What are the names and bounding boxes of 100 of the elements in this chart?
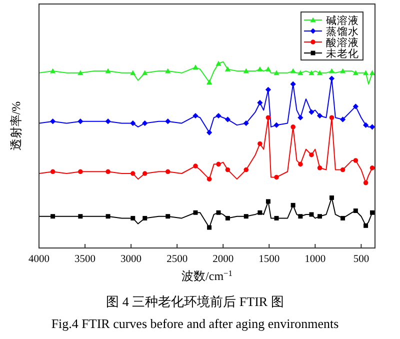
x-tick-label: 4000 xyxy=(28,254,50,265)
point xyxy=(298,114,304,120)
point xyxy=(78,214,83,219)
point xyxy=(340,216,346,220)
point xyxy=(353,158,358,163)
point xyxy=(130,70,136,76)
caption: 图 4 三种老化环境前后 FTIR 图 xyxy=(106,294,284,309)
point xyxy=(216,60,222,66)
point xyxy=(105,118,111,124)
point xyxy=(290,68,296,74)
point xyxy=(329,115,334,120)
point xyxy=(257,100,263,106)
point xyxy=(78,70,84,76)
x-axis-title: 波数/cm$^{−1}$ xyxy=(182,268,232,283)
point xyxy=(193,164,198,168)
point xyxy=(298,214,303,219)
point xyxy=(192,112,198,119)
point xyxy=(340,167,346,172)
point xyxy=(106,214,110,219)
point xyxy=(298,70,304,76)
point xyxy=(258,141,262,146)
point xyxy=(290,202,296,208)
point xyxy=(290,81,296,87)
point xyxy=(50,68,56,74)
point xyxy=(244,167,249,172)
x-tick-label: 3000 xyxy=(120,254,142,265)
x-tick-label: 1000 xyxy=(304,254,326,265)
point xyxy=(106,169,110,174)
point xyxy=(216,210,221,215)
point xyxy=(363,180,368,186)
legend-label: 碱溶液 xyxy=(326,14,359,27)
point xyxy=(243,120,249,126)
point xyxy=(165,68,171,74)
point xyxy=(243,68,249,74)
x-tick-label: 500 xyxy=(353,254,370,265)
point xyxy=(224,66,231,72)
point xyxy=(370,210,374,215)
legend-label: 蒸馏水 xyxy=(326,25,359,38)
point xyxy=(290,124,296,130)
point xyxy=(266,115,271,120)
point xyxy=(50,169,56,174)
point xyxy=(340,68,346,74)
caption: Fig.4 FTIR curves before and after aging environments xyxy=(51,316,339,331)
point xyxy=(274,70,280,76)
point xyxy=(362,70,369,76)
point xyxy=(340,116,346,122)
point xyxy=(142,70,148,76)
point xyxy=(329,195,334,200)
x-tick-label: 2500 xyxy=(166,254,188,265)
point xyxy=(244,214,248,219)
point xyxy=(142,171,148,176)
point xyxy=(308,109,314,115)
point xyxy=(266,199,270,204)
point xyxy=(265,86,272,92)
point xyxy=(105,68,111,74)
point xyxy=(224,116,231,122)
point xyxy=(308,70,314,76)
point xyxy=(78,169,83,174)
point xyxy=(352,104,358,110)
point xyxy=(318,214,322,219)
point xyxy=(298,162,303,167)
point xyxy=(193,210,198,215)
x-tick-label: 1500 xyxy=(258,254,280,265)
point xyxy=(192,64,198,70)
point xyxy=(328,76,335,82)
point xyxy=(166,214,170,219)
point xyxy=(207,225,212,230)
point xyxy=(130,120,136,126)
point xyxy=(216,162,221,167)
point xyxy=(206,79,212,84)
point xyxy=(165,169,170,174)
point xyxy=(352,70,358,76)
point xyxy=(216,112,222,119)
point xyxy=(142,120,148,126)
point xyxy=(206,130,212,136)
point xyxy=(362,122,369,128)
point xyxy=(258,210,262,215)
legend-label: 未老化 xyxy=(326,47,359,60)
point xyxy=(50,214,56,219)
point xyxy=(257,66,263,72)
legend-label: 酸溶液 xyxy=(326,36,359,49)
point xyxy=(316,70,323,76)
point xyxy=(78,118,84,124)
point xyxy=(316,112,323,119)
x-tick-label: 2000 xyxy=(212,254,234,265)
point xyxy=(317,166,322,170)
point xyxy=(225,216,230,220)
point xyxy=(142,216,148,220)
point xyxy=(364,223,368,228)
point xyxy=(130,171,136,176)
point xyxy=(225,167,230,172)
point xyxy=(130,216,136,220)
x-tick-label: 3500 xyxy=(74,254,96,265)
y-axis-title: 透射率/% xyxy=(9,101,23,151)
point xyxy=(274,216,279,220)
point xyxy=(165,118,171,124)
point xyxy=(274,174,279,180)
point xyxy=(309,152,314,158)
point xyxy=(309,212,314,217)
point xyxy=(206,176,212,182)
